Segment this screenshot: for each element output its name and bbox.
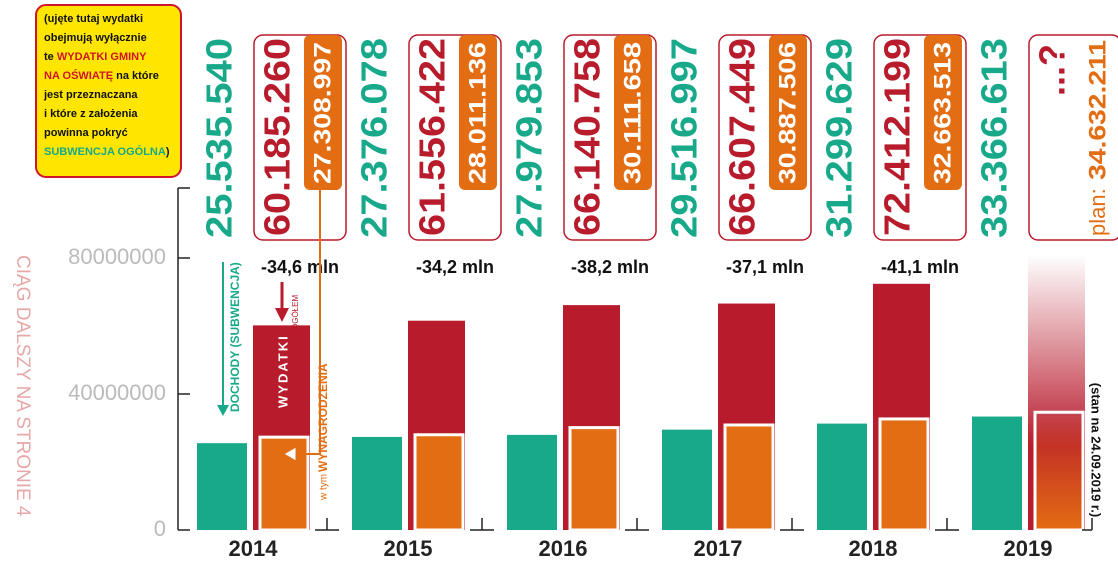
bar-salaries: [258, 435, 310, 532]
difference-label: -34,2 mln: [416, 257, 494, 277]
value-label-expense: 60.185.260: [257, 38, 298, 236]
value-label-expense: 66.607.449: [722, 38, 763, 236]
legend-total: OGÓŁEM: [291, 295, 300, 330]
value-label-income: 27.376.078: [354, 38, 395, 238]
x-tick-label: 2019: [1004, 536, 1053, 561]
arrow-head: [217, 405, 229, 416]
bar-income: [662, 429, 712, 530]
value-label-salaries: 32.663.513: [929, 42, 956, 184]
difference-label: -38,2 mln: [571, 257, 649, 277]
note-line: i które z założenia: [44, 108, 138, 120]
value-box-salaries: [924, 35, 962, 190]
legend-including: w tym: [319, 474, 330, 501]
bar-salaries: [568, 426, 620, 532]
value-label-salaries: 27.308.997: [309, 42, 336, 184]
value-label-salaries: 28.011.136: [464, 42, 491, 184]
x-tick-label: 2015: [384, 536, 433, 561]
value-label-expense: ...?: [1032, 44, 1073, 96]
note-line: powinna pokryć: [44, 127, 128, 139]
arrow-head: [275, 308, 289, 322]
note-line: obejmują wyłącznie: [44, 32, 147, 44]
value-box-salaries: [769, 35, 807, 190]
x-tick-label: 2016: [539, 536, 588, 561]
value-label-income: 33.366.613: [974, 38, 1015, 238]
note-line: jest przeznaczana: [43, 89, 138, 101]
arrow-head: [283, 446, 297, 462]
arrow-salaries: [290, 190, 321, 455]
value-label-income: 31.299.629: [819, 38, 860, 238]
value-box: [873, 34, 967, 241]
bar-income: [972, 416, 1022, 530]
status-note: (stan na 24.09.2019 r.): [1089, 383, 1104, 517]
value-label-income: 29.516.997: [664, 38, 705, 238]
value-label-expense: 61.556.422: [412, 38, 453, 236]
difference-label: -41,1 mln: [881, 257, 959, 277]
bar-income: [197, 443, 247, 530]
legend-salaries: WYNAGRODZENIA: [316, 363, 330, 472]
value-label-salaries: 34.632.211: [1084, 40, 1111, 180]
y-tick-label: 40000000: [68, 380, 166, 405]
value-box-salaries: [304, 35, 342, 190]
value-box: [253, 34, 347, 241]
note-line: (ujęte tutaj wydatki: [44, 13, 143, 25]
value-box-salaries: [614, 35, 652, 190]
difference-label: -37,1 mln: [726, 257, 804, 277]
note-line: NA OŚWIATĘ na które: [44, 69, 159, 82]
value-box-salaries: [459, 35, 497, 190]
note-line: te WYDATKI GMINY: [44, 51, 147, 63]
value-label-income: 27.979.853: [509, 38, 550, 238]
difference-label: -34,6 mln: [261, 257, 339, 277]
note-box: [35, 4, 182, 178]
bar-salaries: [878, 417, 930, 532]
legend-income: DOCHODY (SUBWENCJA): [228, 262, 242, 412]
x-tick-label: 2017: [694, 536, 743, 561]
plan-label: plan:: [1085, 188, 1110, 236]
bar-salaries: [413, 433, 465, 532]
value-box: [408, 34, 502, 241]
value-box: [1028, 34, 1118, 241]
value-label-income: 25.535.540: [199, 38, 240, 238]
x-tick-label: 2018: [849, 536, 898, 561]
y-tick-label: 0: [154, 516, 166, 541]
value-box: [718, 34, 812, 241]
x-tick-label: 2014: [229, 536, 279, 561]
bar-salaries: [1033, 410, 1085, 532]
value-label-expense: 66.140.758: [567, 38, 608, 236]
continued-note: CIĄG DALSZY NA STRONIE 4: [12, 255, 33, 517]
value-label-expense: 72.412.199: [877, 38, 918, 236]
y-tick-label: 80000000: [68, 244, 166, 269]
value-box: [563, 34, 657, 241]
bar-income: [817, 423, 867, 530]
bar-income: [352, 436, 402, 530]
value-label-salaries: 30.111.658: [619, 42, 646, 184]
value-label-salaries: 30.887.506: [774, 42, 801, 184]
bar-salaries: [723, 423, 775, 532]
legend-expense: WYDATKI: [275, 334, 290, 408]
bar-income: [507, 434, 557, 530]
note-line: SUBWENCJA OGÓLNA): [44, 145, 170, 158]
